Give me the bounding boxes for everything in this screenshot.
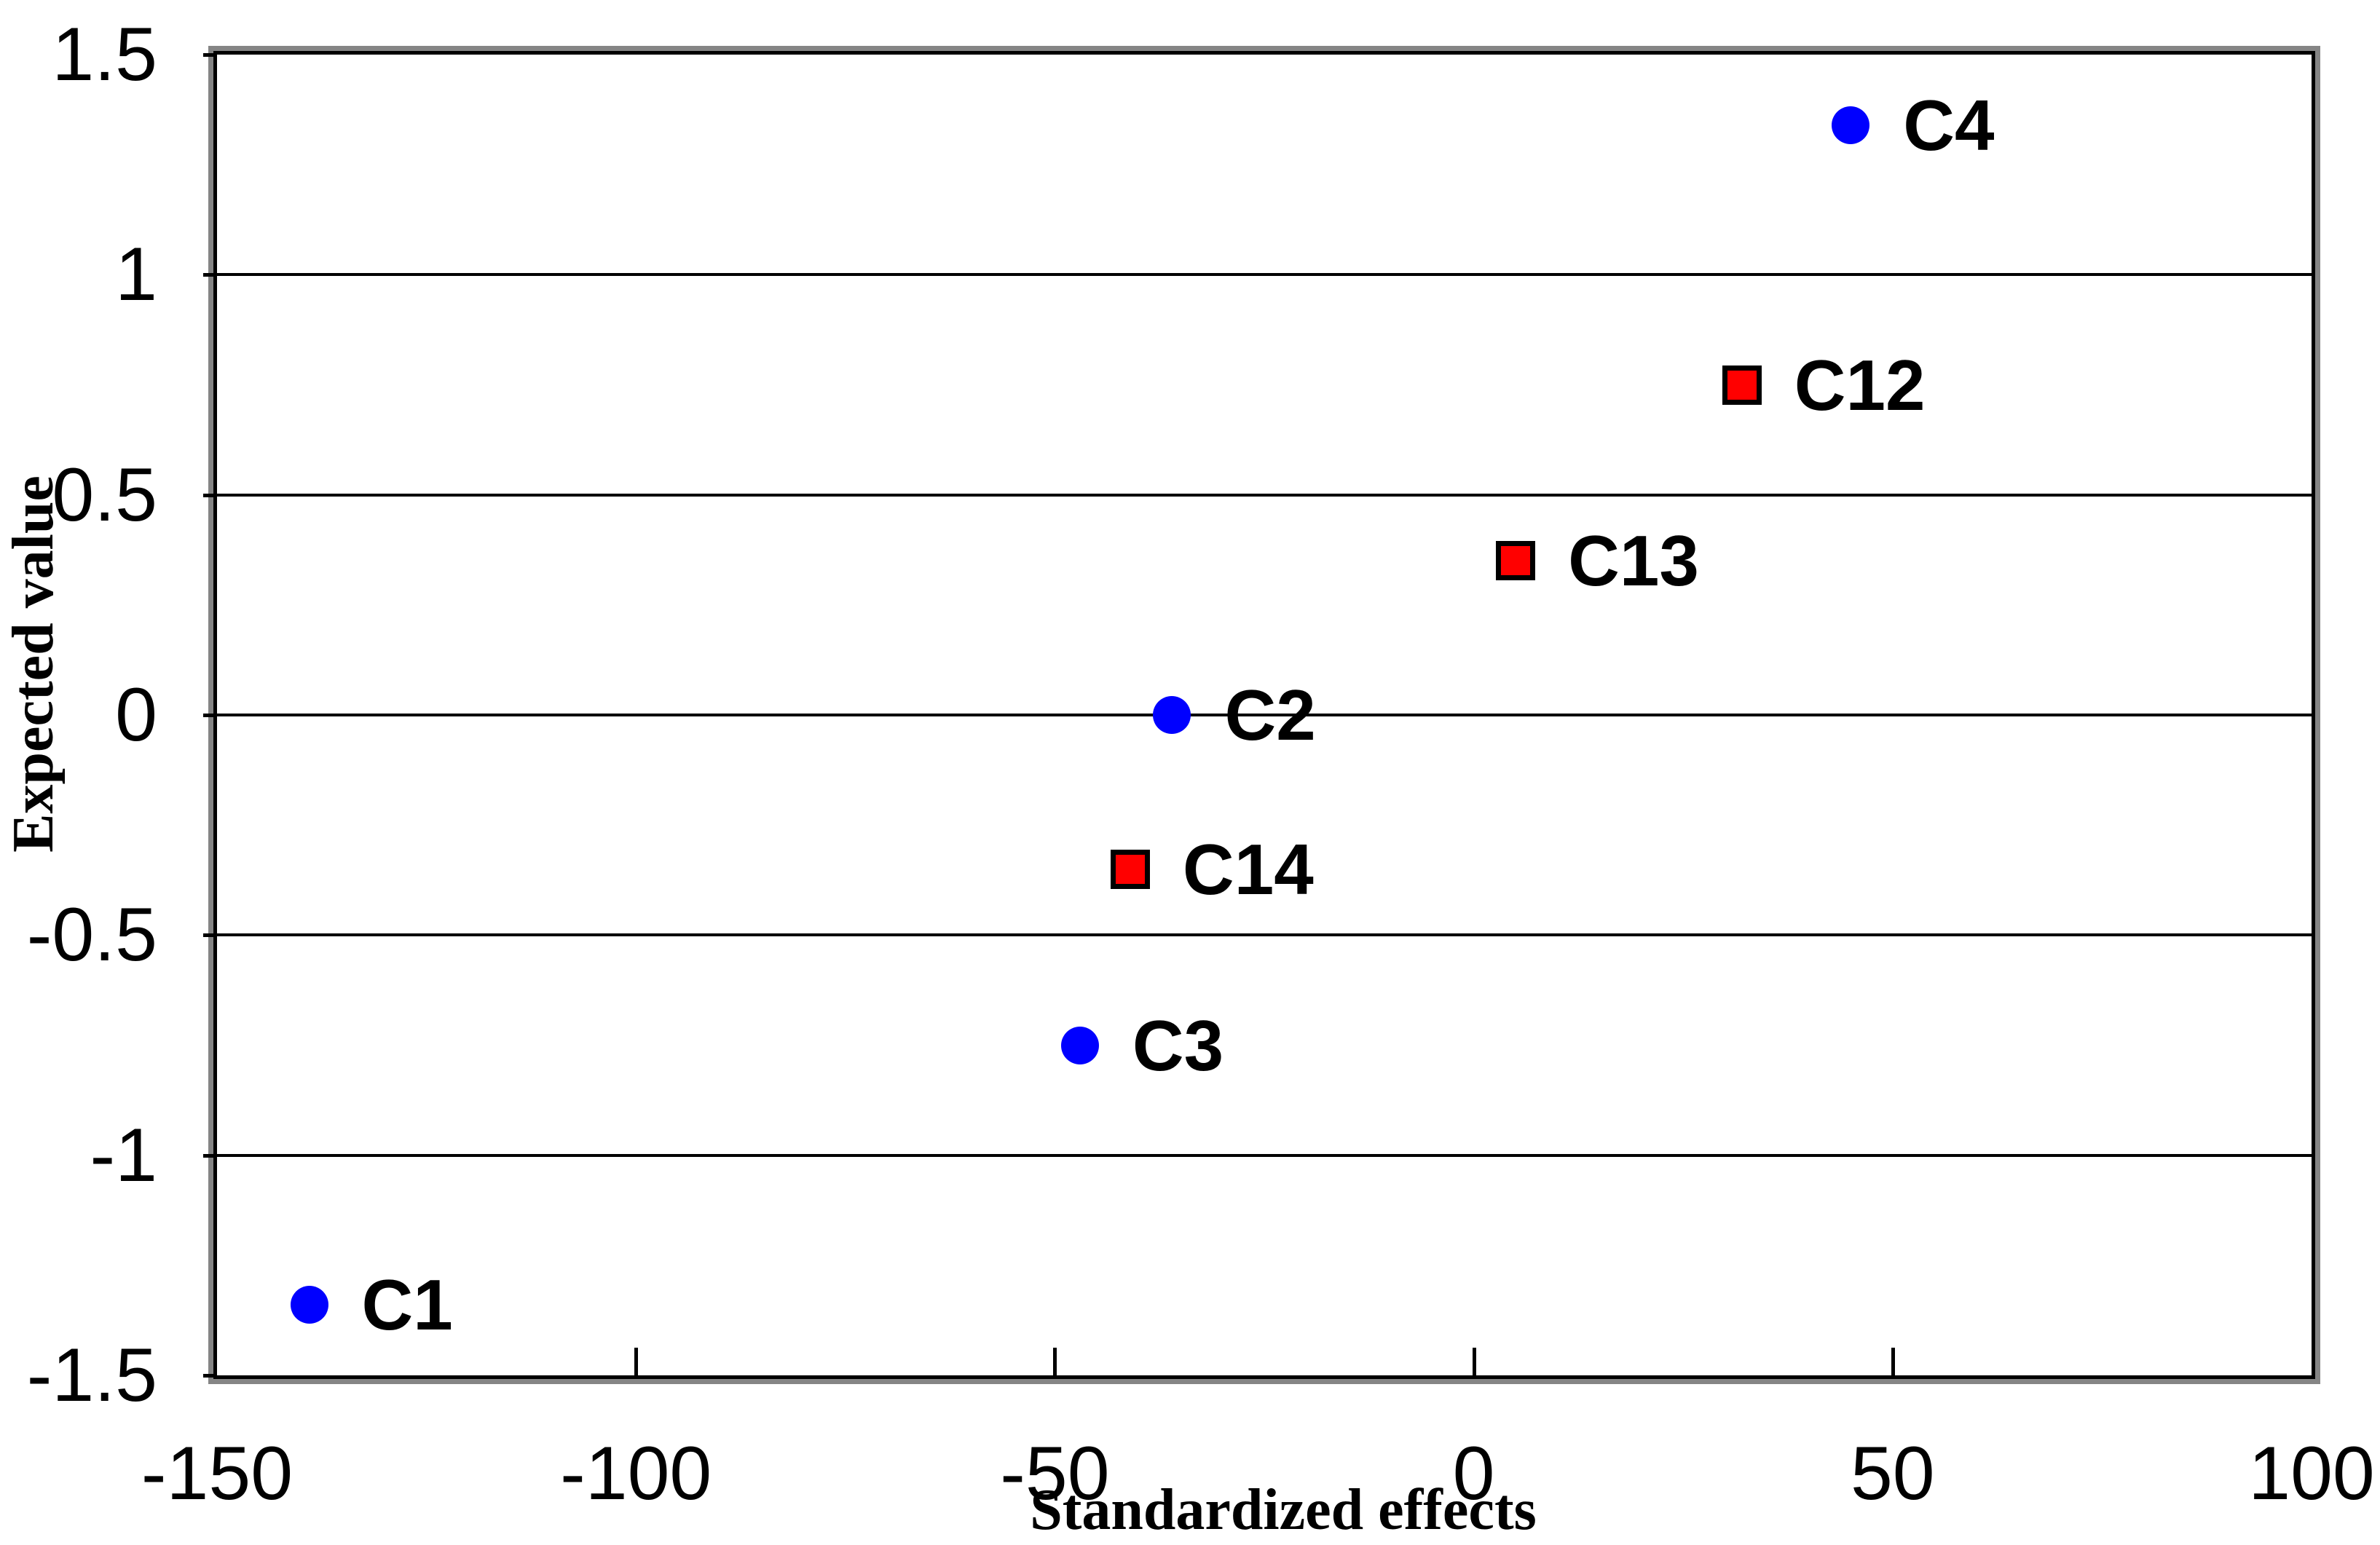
gridline-y-0.5 — [217, 493, 2312, 497]
x-tick-label-100: 100 — [2248, 1431, 2375, 1516]
x-tick--100 — [634, 1348, 639, 1375]
y-tick-label--1.5: -1.5 — [26, 1333, 157, 1418]
point-C3-label: C3 — [1132, 1005, 1224, 1086]
x-tick-label--50: -50 — [1000, 1431, 1110, 1516]
y-tick--1 — [203, 1153, 217, 1158]
x-tick-label-0: 0 — [1452, 1431, 1495, 1516]
y-tick-label-0: 0 — [115, 673, 157, 757]
point-C12-marker — [1722, 365, 1762, 405]
gridline-y--0.5 — [217, 933, 2312, 937]
gridline-y-0 — [217, 714, 2312, 716]
point-C13-label: C13 — [1568, 521, 1699, 601]
y-tick-label--0.5: -0.5 — [26, 893, 157, 978]
point-C4-label: C4 — [1903, 84, 1995, 165]
point-C12-label: C12 — [1794, 344, 1926, 425]
gridline-y--1 — [217, 1153, 2312, 1157]
y-tick-label-0.5: 0.5 — [52, 452, 157, 537]
point-C14-marker — [1110, 849, 1150, 889]
point-C13-marker — [1496, 541, 1536, 581]
point-C1-label: C1 — [361, 1265, 453, 1346]
y-tick--0.5 — [203, 933, 217, 938]
x-axis-title: Standardized effects — [1030, 1478, 1537, 1542]
x-tick-50 — [1891, 1348, 1895, 1375]
point-C4-marker — [1832, 106, 1870, 144]
y-tick-1 — [203, 273, 217, 277]
point-C2-label: C2 — [1224, 675, 1316, 755]
x-tick-label--100: -100 — [560, 1431, 712, 1516]
y-tick-label-1: 1 — [115, 232, 157, 317]
y-tick--1.5 — [203, 1374, 217, 1378]
y-tick-0 — [203, 714, 217, 717]
point-C2-marker — [1153, 696, 1191, 734]
point-C14-label: C14 — [1182, 829, 1314, 909]
y-tick-1.5 — [203, 53, 217, 57]
x-tick-label--150: -150 — [141, 1431, 293, 1516]
y-tick-label-1.5: 1.5 — [52, 12, 157, 97]
gridline-y-1 — [217, 273, 2312, 277]
x-tick-label-50: 50 — [1850, 1431, 1935, 1516]
point-C1-marker — [290, 1286, 328, 1324]
x-tick-0 — [1472, 1348, 1476, 1375]
y-tick-0.5 — [203, 493, 217, 497]
x-tick--50 — [1053, 1348, 1057, 1375]
point-C3-marker — [1060, 1026, 1099, 1064]
y-tick-label--1: -1 — [90, 1113, 157, 1198]
